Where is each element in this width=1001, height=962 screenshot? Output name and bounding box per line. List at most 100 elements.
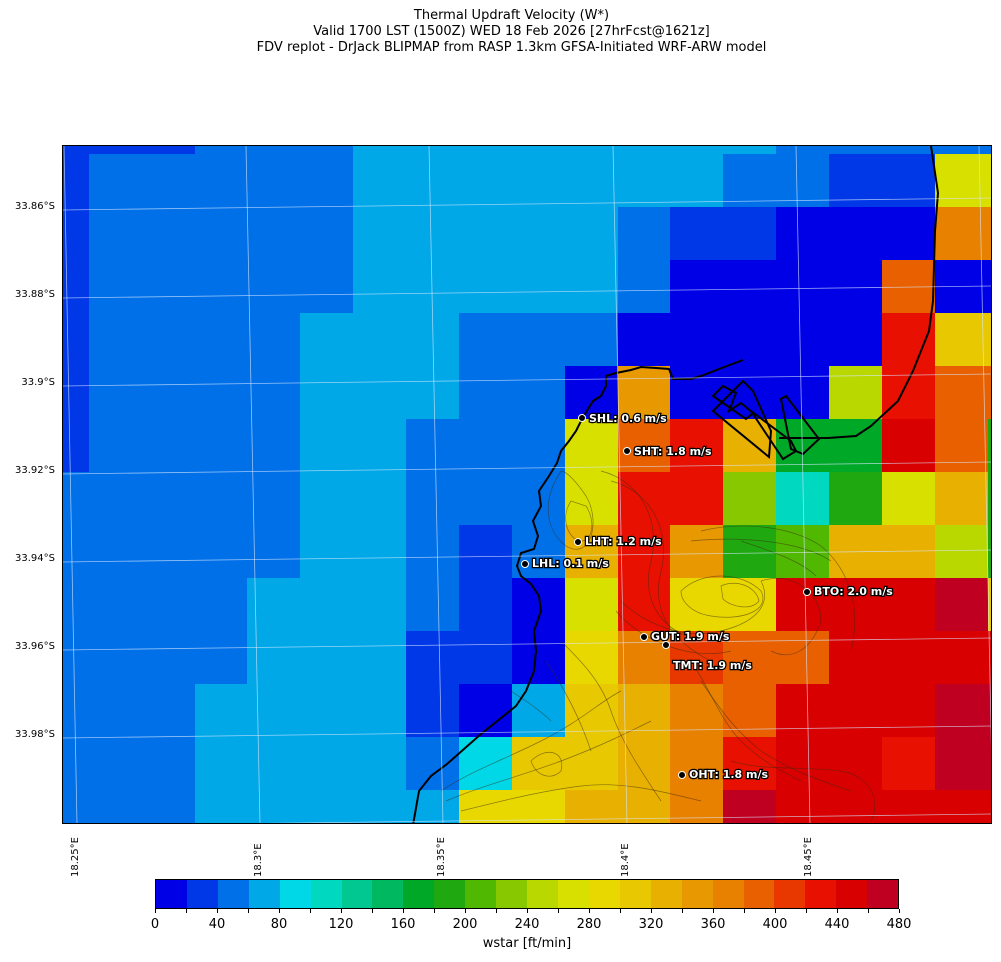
heatmap-cell (300, 146, 354, 155)
x-tick-label: 18.45°E (803, 837, 814, 877)
heatmap-cells (63, 146, 991, 823)
heatmap-cell (935, 313, 989, 367)
heatmap-cell (247, 419, 301, 473)
heatmap-cell (829, 472, 883, 526)
colorbar-segment (434, 880, 466, 908)
station-gut: GUT: 1.9 m/s (640, 629, 731, 644)
colorbar-tick (217, 909, 218, 913)
coastline (412, 146, 940, 823)
heatmap-cell (882, 737, 936, 791)
heatmap-cell (459, 472, 513, 526)
colorbar-tick-label: 40 (208, 917, 226, 932)
colorbar-tick (372, 909, 373, 913)
station-label: SHL: 0.6 m/s (589, 412, 667, 425)
heatmap-cell (670, 207, 724, 261)
colorbar-tick (496, 909, 497, 913)
heatmap-cell (723, 737, 777, 791)
heatmap-cell (353, 790, 407, 823)
heatmap-cell (988, 260, 991, 314)
heatmap-cell (195, 146, 248, 155)
station-dot-icon (623, 447, 631, 455)
heatmap-cell (882, 207, 936, 261)
heatmap-cell (829, 737, 883, 791)
heatmap-cell (300, 631, 354, 685)
colorbar-tick-label: 320 (638, 917, 664, 932)
heatmap-cell (618, 578, 671, 632)
heatmap-cell (776, 207, 830, 261)
heatmap-cell (406, 366, 460, 420)
heatmap-cell (776, 260, 830, 314)
heatmap-cell (353, 207, 407, 261)
heatmap-cell (195, 366, 248, 420)
heatmap-cell (670, 525, 724, 579)
colorbar-tick (682, 909, 683, 913)
terrain-contours (440, 470, 876, 822)
heatmap-cell (406, 207, 460, 261)
heatmap-cell (829, 313, 883, 367)
station-label: GUT: 1.9 m/s (651, 630, 730, 643)
heatmap-cell (512, 472, 566, 526)
heatmap-cell (406, 578, 460, 632)
heatmap-cell (300, 578, 354, 632)
chart-title: Thermal Updraft Velocity (W*) Valid 1700… (0, 8, 1001, 56)
heatmap-cell (565, 154, 619, 208)
colorbar-segment (372, 880, 404, 908)
heatmap-cell (723, 525, 777, 579)
heatmap-cell (63, 366, 90, 420)
y-tick-label: 33.98°S (15, 729, 55, 740)
heatmap-cell (142, 472, 196, 526)
heatmap-cell (512, 313, 566, 367)
y-tick-label: 33.86°S (15, 201, 55, 212)
heatmap-cell (512, 154, 566, 208)
colorbar-segment (867, 880, 899, 908)
heatmap-cell (459, 313, 513, 367)
heatmap-cell (89, 154, 143, 208)
colorbar-tick (713, 909, 714, 913)
heatmap-cell (776, 313, 830, 367)
colorbar-tick-label: 400 (762, 917, 788, 932)
heatmap-cell (670, 154, 724, 208)
heatmap-cell (300, 472, 354, 526)
heatmap-cell (406, 419, 460, 473)
colorbar-segment (217, 880, 249, 908)
heatmap-cell (406, 154, 460, 208)
heatmap-cell (195, 472, 248, 526)
heatmap-cell (353, 737, 407, 791)
heatmap-cell (670, 419, 724, 473)
colorbar-segment (650, 880, 682, 908)
heatmap-cell (300, 260, 354, 314)
heatmap-cell (565, 737, 619, 791)
heatmap-cell (988, 525, 991, 579)
colorbar-segment (681, 880, 713, 908)
colorbar-tick (341, 909, 342, 913)
heatmap-cell (247, 313, 301, 367)
heatmap-cell (618, 260, 671, 314)
station-tmt: TMT: 1.9 m/s (662, 641, 754, 673)
heatmap-cell (247, 146, 301, 155)
heatmap-cell (353, 684, 407, 738)
heatmap-cell (406, 631, 460, 685)
heatmap-cell (935, 737, 989, 791)
heatmap-cell (565, 684, 619, 738)
station-bto: BTO: 2.0 m/s (803, 584, 895, 599)
heatmap-cell (882, 146, 936, 155)
station-dot-icon (574, 538, 582, 546)
colorbar-tick (186, 909, 187, 913)
colorbar-tick (465, 909, 466, 913)
heatmap-cell (935, 631, 989, 685)
heatmap-cell (142, 313, 196, 367)
heatmap-cell (63, 472, 90, 526)
heatmap-cell (512, 737, 566, 791)
heatmap-cell (247, 737, 301, 791)
heatmap-cell (988, 366, 991, 420)
heatmap-cell (935, 525, 989, 579)
heatmap-cell (89, 146, 143, 155)
colorbar-tick (279, 909, 280, 913)
station-label: TMT: 1.9 m/s (673, 659, 752, 672)
heatmap-cell (89, 313, 143, 367)
heatmap-cell (142, 207, 196, 261)
colorbar-segment (156, 880, 187, 908)
heatmap-cell (723, 419, 777, 473)
heatmap-cell (935, 578, 989, 632)
heatmap-cell (882, 525, 936, 579)
